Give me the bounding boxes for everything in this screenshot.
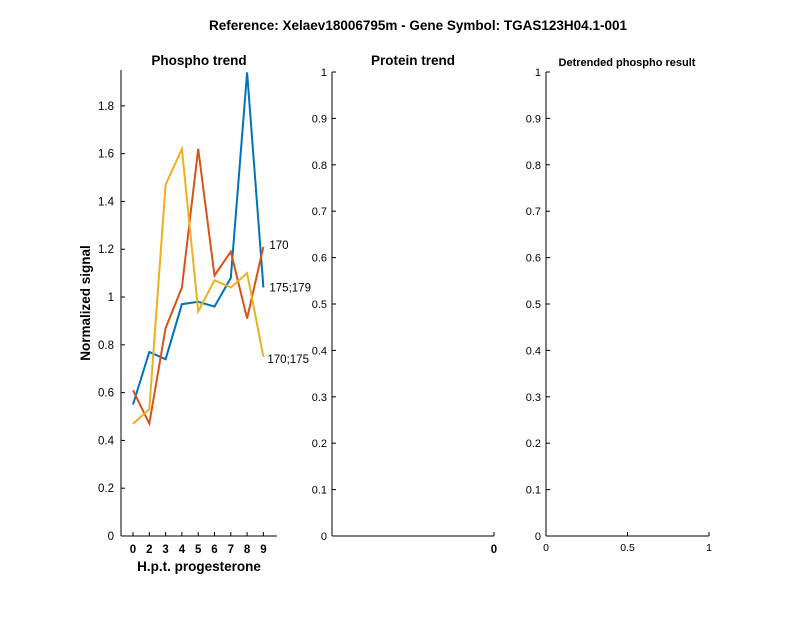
phospho-y-tick-label: 0.4 [98, 435, 115, 447]
detrended-y-tick-label: 0.3 [526, 392, 541, 404]
phospho-x-tick-label: 6 [211, 544, 217, 556]
detrended-x-tick-label: 1 [706, 542, 712, 554]
detrended-y-tick-label: 1 [535, 67, 541, 79]
phospho-x-tick-label: 0 [130, 544, 136, 556]
detrended-y-ticks: 0 0.1 0.2 0.3 0.4 0.5 0.6 0.7 0.8 0.9 1 [526, 67, 550, 543]
detrended-y-tick-label: 0.5 [526, 299, 541, 311]
protein-y-tick-label: 0.2 [312, 438, 327, 450]
protein-y-tick-label: 0.1 [312, 485, 327, 497]
phospho-y-ticks: 0 0.2 0.4 0.6 0.8 1 1.2 1.4 1.6 1.8 [98, 101, 125, 543]
detrended-x-ticks: 0 0.5 1 [543, 532, 712, 554]
series-end-label: 170 [269, 240, 288, 252]
detrended-panel: Detrended phospho result 0 0.1 0.2 0.3 0.4 0.… [526, 57, 712, 554]
protein-y-tick-label: 0.8 [312, 160, 327, 172]
protein-y-tick-label: 0.9 [312, 113, 327, 125]
detrended-y-tick-label: 0.9 [526, 113, 541, 125]
protein-y-tick-label: 0.7 [312, 206, 327, 218]
phospho-x-tick-label: 8 [244, 544, 251, 556]
detrended-x-tick-label: 0 [543, 542, 549, 554]
detrended-x-tick-label: 0.5 [620, 542, 635, 554]
phospho-chart-title: Phospho trend [151, 53, 246, 68]
protein-y-tick-label: 0 [321, 531, 327, 543]
detrended-y-tick-label: 0 [535, 531, 541, 543]
protein-y-tick-label: 1 [321, 67, 327, 79]
phospho-y-tick-label: 0.8 [98, 340, 114, 352]
phospho-y-tick-label: 0.2 [98, 483, 114, 495]
phospho-y-tick-label: 1.8 [98, 101, 114, 113]
protein-chart-title: Protein trend [371, 53, 455, 68]
detrended-y-tick-label: 0.6 [526, 253, 541, 265]
phospho-x-tick-label: 2 [146, 544, 152, 556]
protein-y-tick-label: 0.3 [312, 392, 327, 404]
phospho-y-tick-label: 0.6 [98, 388, 114, 400]
detrended-y-tick-label: 0.8 [526, 160, 541, 172]
phospho-y-axis-label: Normalized signal [78, 245, 93, 361]
protein-x-ticks: 0 [491, 532, 497, 556]
phospho-x-tick-label: 3 [162, 544, 168, 556]
phospho-x-tick-label: 4 [179, 544, 186, 556]
series-end-label: 170;175 [267, 354, 309, 366]
detrended-chart-title: Detrended phospho result [559, 57, 696, 69]
detrended-y-tick-label: 0.7 [526, 206, 541, 218]
phospho-x-tick-label: 9 [260, 544, 266, 556]
phospho-x-tick-label: 7 [228, 544, 234, 556]
phospho-y-tick-label: 1.4 [98, 196, 115, 208]
series-line-170-175 [132, 145, 265, 425]
series-line-170 [132, 148, 265, 427]
series-end-label: 175;179 [269, 282, 311, 294]
phospho-x-tick-label: 5 [195, 544, 202, 556]
phospho-y-tick-label: 0 [108, 531, 114, 543]
figure-title: Reference: Xelaev18006795m - Gene Symbol… [209, 18, 627, 33]
protein-x-tick-label: 0 [491, 544, 497, 556]
protein-y-tick-label: 0.6 [312, 253, 327, 265]
phospho-x-axis-label: H.p.t. progesterone [137, 559, 261, 574]
phospho-series-group: 175;179 170 170;175 [132, 72, 311, 427]
protein-y-ticks: 0 0.1 0.2 0.3 0.4 0.5 0.6 0.7 0.8 0.9 1 [312, 67, 336, 543]
detrended-y-tick-label: 0.2 [526, 438, 541, 450]
phospho-trend-panel: Phospho trend 0 0.2 0.4 0.6 0.8 1 1.2 1.4 1.6 1.8… [78, 53, 311, 574]
detrended-y-tick-label: 0.4 [526, 345, 541, 357]
protein-y-tick-label: 0.4 [312, 345, 327, 357]
protein-trend-panel: Protein trend 00.10.20.30.40.50.60.70.80… [312, 53, 498, 556]
phospho-y-tick-label: 1.2 [98, 244, 114, 256]
detrended-y-tick-label: 0.1 [526, 485, 541, 497]
phospho-y-tick-label: 1 [108, 292, 114, 304]
protein-y-tick-label: 0.5 [312, 299, 327, 311]
phospho-y-tick-label: 1.6 [98, 149, 114, 161]
